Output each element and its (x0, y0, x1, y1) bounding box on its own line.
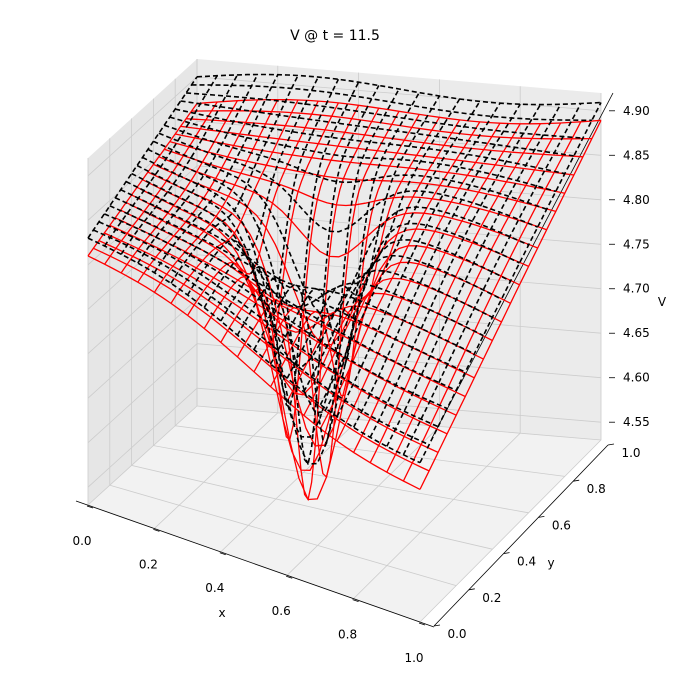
wire-line (142, 156, 511, 465)
y-tick-mark (607, 443, 615, 446)
wire-line (186, 92, 583, 139)
x-tick-label: 0.4 (205, 581, 224, 595)
wire-line (336, 102, 501, 417)
x-tick-label: 0.6 (272, 604, 291, 618)
y-tick-label: 1.0 (621, 446, 640, 460)
wire-line (109, 205, 457, 392)
gridline-y (196, 59, 602, 441)
wire-line (109, 224, 457, 416)
floor-pane (88, 406, 601, 622)
wire-line (120, 188, 475, 355)
z-tick-label: 4.75 (623, 237, 650, 251)
x-tick-label: 1.0 (404, 651, 423, 665)
gridline-y (131, 118, 493, 550)
z-axis-label: V (658, 295, 667, 309)
wire-line (153, 140, 529, 317)
wire-line (220, 81, 360, 409)
left-pane (88, 59, 197, 505)
wire-line (164, 148, 547, 231)
wire-line (136, 164, 502, 438)
axes-panes (88, 59, 601, 622)
surfaces (87, 73, 602, 502)
wire-line (186, 118, 583, 158)
back-pane (197, 59, 601, 440)
wire-line (147, 148, 520, 414)
y-axis-label: y (547, 556, 554, 570)
z-axis-line (431, 92, 614, 439)
wire-line (98, 240, 439, 453)
x-tick-mark (286, 575, 293, 579)
wire-line (169, 140, 556, 213)
wire-line (269, 92, 420, 368)
wire-line (175, 133, 565, 194)
x-axis-line (75, 500, 435, 628)
wire-line (191, 110, 592, 140)
surface-dashed (87, 73, 602, 466)
y-tick-label: 0.0 (447, 627, 466, 641)
wire-line (158, 156, 538, 258)
y-axis-line (433, 444, 609, 627)
wire-line (93, 229, 430, 446)
z-tick-label: 4.55 (623, 415, 650, 429)
x-tick-mark (219, 552, 226, 556)
x-axis-label: x (218, 606, 225, 620)
wire-line (147, 171, 520, 447)
axis-lines (75, 92, 614, 628)
wire-line (137, 74, 259, 264)
wire-line (196, 98, 602, 125)
z-tick-label: 4.60 (623, 371, 650, 385)
tick-labels: 0.0 0.2 0.4 0.6 0.8 1.0 0.0 0.2 0.4 0.6 0.8 1.0 4.55… (72, 104, 649, 665)
wire-line (87, 237, 421, 464)
y-tick-label: 0.2 (482, 591, 501, 605)
z-tick-label: 4.80 (623, 193, 650, 207)
wire-line (93, 247, 430, 472)
wire-line (125, 180, 484, 337)
wire-line (191, 84, 592, 122)
gridline-z (87, 298, 602, 399)
wire-line (180, 125, 574, 176)
wire-line (87, 255, 421, 490)
gridline-y (152, 98, 529, 514)
gridline-z (87, 387, 602, 488)
wire-line (153, 163, 529, 346)
y-tick-mark (503, 552, 510, 554)
y-tick-mark (573, 479, 580, 482)
z-tick-label: 4.90 (623, 104, 650, 118)
wire-line (114, 197, 466, 373)
y-tick-label: 0.4 (517, 555, 536, 569)
z-tick-label: 4.70 (623, 282, 650, 296)
wire-line (180, 100, 575, 157)
wire-line (175, 108, 565, 175)
gridline-z (87, 343, 602, 443)
wire-line (236, 85, 380, 466)
y-tick-mark (433, 624, 441, 627)
wire-line (158, 132, 539, 233)
y-tick-label: 0.8 (587, 482, 606, 496)
x-tick-mark (86, 505, 94, 509)
chart-title: V @ t = 11.5 (290, 28, 380, 44)
x-tick-label: 0.8 (338, 628, 357, 642)
wire-line (103, 213, 448, 410)
z-tick-label: 4.85 (623, 148, 650, 162)
y-tick-label: 0.6 (552, 518, 571, 532)
x-tick-label: 0.0 (72, 534, 91, 548)
y-tick-mark (468, 588, 475, 591)
x-tick-mark (153, 529, 160, 532)
wire-line (164, 124, 547, 210)
x-tick-mark (352, 599, 359, 602)
y-tick-mark (538, 516, 545, 518)
wire-line (196, 73, 602, 106)
x-tick-mark (418, 622, 426, 626)
wire-line (169, 116, 557, 193)
wire-line (131, 172, 493, 367)
z-tick-label: 4.65 (623, 326, 650, 340)
x-tick-label: 0.2 (139, 557, 158, 571)
gridline-y (109, 138, 457, 586)
